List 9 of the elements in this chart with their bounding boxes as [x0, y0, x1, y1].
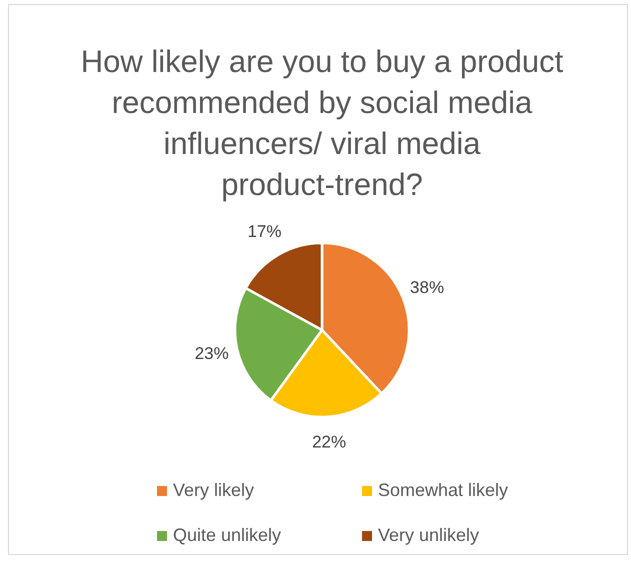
data-label: 22% [312, 432, 346, 452]
legend-label: Very likely [173, 480, 254, 500]
data-label: 38% [410, 278, 444, 297]
legend-label: Quite unlikely [173, 524, 282, 545]
data-label: 23% [194, 344, 229, 364]
legend-label: Somewhat likely [378, 480, 508, 500]
chart-title: How likely are you to buy a product recommended by social media influencers/ viral media product-trend? [80, 44, 564, 202]
data-label: 17% [247, 222, 282, 242]
legend-label: Very unlikely [378, 524, 480, 545]
